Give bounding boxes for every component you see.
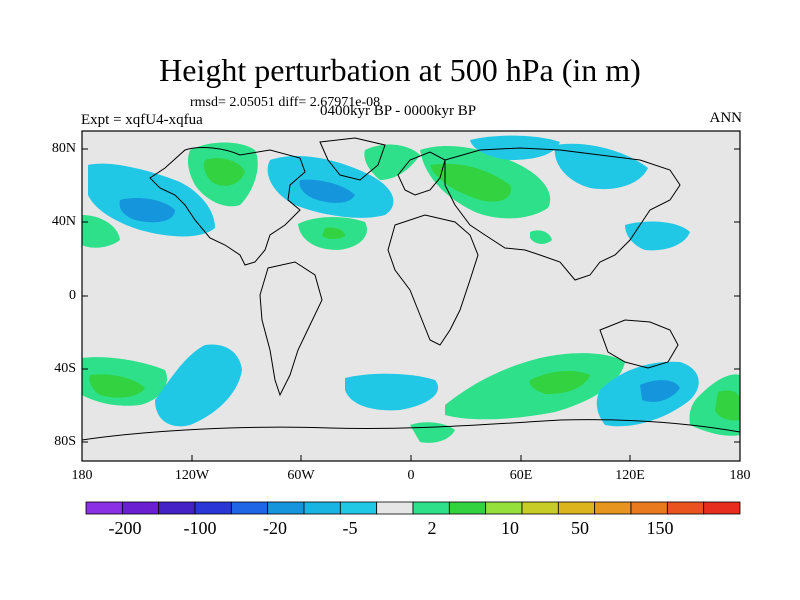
colorbar-swatch: [485, 501, 523, 515]
colorbar-swatch: [521, 501, 559, 515]
colorbar-swatch: [194, 501, 232, 515]
anomaly-region: [625, 221, 690, 251]
colorbar-swatch: [630, 501, 668, 515]
colorbar-label: 10: [501, 518, 519, 538]
lat-tick-label: 40N: [51, 214, 76, 229]
anomaly-region: [529, 370, 590, 395]
colorbar-label: 50: [571, 518, 589, 538]
colorbar-label: -20: [263, 518, 287, 538]
colorbar-swatch: [339, 501, 378, 515]
lat-tick-label: 80S: [54, 434, 76, 449]
colorbar-label: -200: [108, 518, 142, 538]
statistics-text: rmsd= 2.05051 diff= 2.67971e-08: [190, 95, 381, 110]
colorbar-swatch: [412, 501, 450, 515]
lon-tick-label: 120E: [615, 468, 645, 483]
period-label: 0400kyr BP - 0000kyr BP: [320, 103, 477, 119]
lon-tick-label: 60E: [509, 468, 533, 483]
anomaly-region: [299, 179, 355, 203]
colorbar-swatch: [230, 501, 269, 515]
anomaly-fills: [82, 135, 740, 443]
anomaly-region: [640, 380, 680, 402]
colorbar-swatch: [158, 501, 196, 515]
colorbar-swatch: [594, 501, 632, 515]
colorbar-label: -5: [342, 518, 358, 538]
anomaly-region: [554, 143, 648, 190]
lon-tick-label: 180: [729, 468, 751, 483]
lat-tick-label: 80N: [51, 141, 76, 156]
colorbar-label: -100: [183, 518, 217, 538]
lon-tick-label: 180: [71, 468, 93, 483]
anomaly-region: [82, 215, 120, 248]
lon-tick-label: 60W: [287, 468, 315, 483]
experiment-label: Expt = xqfU4-xqfua: [81, 112, 203, 128]
colorbar-swatch: [376, 501, 414, 515]
anomaly-region: [530, 230, 552, 244]
anomaly-region: [203, 158, 245, 186]
colorbar-swatch: [703, 501, 741, 515]
colorbar-swatch: [448, 501, 487, 515]
colorbar-swatch: [303, 501, 341, 515]
coastlines: [81, 137, 741, 441]
colorbar-swatch: [666, 501, 705, 515]
anomaly-region: [89, 374, 145, 398]
lon-tick-label: 0: [407, 468, 415, 483]
colorbar-label: 150: [646, 518, 674, 538]
ticks: [81, 148, 741, 461]
anomaly-region: [430, 163, 511, 202]
lat-tick-label: 0: [69, 288, 76, 303]
anomaly-region: [345, 373, 439, 411]
lon-tick-label: 120W: [174, 468, 210, 483]
colorbar-swatch: [267, 501, 305, 515]
season-label: ANN: [709, 110, 743, 126]
anomaly-region: [155, 344, 242, 427]
map-title: Height perturbation at 500 hPa (in m): [159, 52, 641, 88]
colorbar-swatch: [85, 501, 123, 515]
colorbar-swatch: [121, 501, 160, 515]
colorbar-swatch: [557, 501, 596, 515]
anomaly-region: [364, 144, 420, 180]
anomaly-region: [119, 198, 175, 223]
anomaly-region: [689, 374, 740, 436]
anomaly-region: [715, 390, 740, 421]
lat-tick-label: 40S: [54, 361, 76, 376]
anomaly-region: [322, 227, 345, 239]
colorbar-label: 2: [427, 518, 437, 538]
